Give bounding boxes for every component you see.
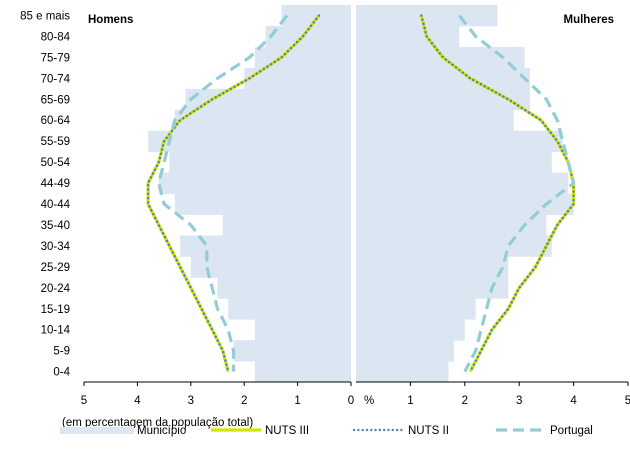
x-tick-label-left: 3: [188, 395, 194, 407]
bar-male-20-24: [217, 277, 351, 299]
bar-female-30-34: [356, 235, 552, 257]
bar-male-0-4: [254, 361, 351, 383]
bar-male-35-40: [222, 214, 351, 236]
bar-male-60-64: [174, 109, 351, 132]
lines-layer: [146, 14, 576, 373]
bar-male-30-34: [180, 235, 351, 257]
bar-male-40-44: [174, 193, 351, 215]
bar-female-44-49: [356, 172, 569, 194]
legend-label-munic-pio: Município: [137, 425, 186, 437]
bar-female-25-29: [356, 256, 509, 278]
bar-male-25-29: [190, 256, 351, 278]
category-label-20-24: 20-24: [41, 283, 71, 295]
legend-label-nuts-ii: NUTS II: [408, 425, 449, 437]
bar-female-5-9: [356, 340, 454, 362]
bar-male-85-e-mais: [281, 5, 351, 27]
legend-label-portugal: Portugal: [550, 425, 593, 437]
bar-female-35-40: [356, 214, 547, 236]
bar-male-65-69: [185, 88, 351, 111]
line-nuts-ii-female: [420, 14, 575, 373]
category-label-25-29: 25-29: [41, 262, 70, 274]
category-label-5-9: 5-9: [53, 346, 70, 358]
x-tick-label-left: 4: [134, 395, 141, 407]
bar-female-60-64: [356, 109, 514, 132]
x-tick-label-left: 2: [241, 395, 247, 407]
bar-male-5-9: [233, 340, 351, 362]
bars-layer: [148, 5, 574, 383]
bar-male-55-59: [148, 130, 351, 153]
category-label-60-64: 60-64: [41, 115, 71, 127]
axis-note: (em percentagem da população total): [62, 417, 253, 429]
bar-male-10-14: [254, 319, 351, 341]
category-label-55-59: 55-59: [41, 136, 70, 148]
category-label-10-14: 10-14: [41, 325, 71, 337]
bar-female-20-24: [356, 277, 509, 299]
x-tick-label-right: 4: [570, 395, 577, 407]
unit-label: %: [364, 395, 374, 407]
line-portugal-male: [157, 14, 289, 372]
category-label-75-79: 75-79: [41, 52, 70, 64]
category-label-70-74: 70-74: [41, 73, 71, 85]
category-label-65-69: 65-69: [41, 94, 70, 106]
category-label-50-54: 50-54: [41, 157, 71, 169]
bar-female-85-e-mais: [356, 5, 498, 27]
line-portugal-female: [458, 14, 576, 373]
x-tick-label-right: 1: [407, 395, 413, 407]
x-tick-label-right: 3: [516, 395, 522, 407]
bar-female-15-19: [356, 298, 476, 320]
bar-female-75-79: [356, 46, 525, 69]
bar-male-15-19: [228, 298, 351, 320]
bar-male-70-74: [244, 67, 351, 90]
panel-label-female: Mulheres: [564, 14, 615, 26]
x-tick-label-left: 0: [348, 395, 354, 407]
bar-female-50-54: [356, 151, 552, 173]
category-label-40-44: 40-44: [41, 199, 71, 211]
category-label-85-e-mais: 85 e mais: [20, 10, 70, 22]
legend-swatch-munic-pio: [60, 427, 134, 434]
bar-female-70-74: [356, 67, 531, 90]
bar-female-0-4: [356, 361, 449, 383]
category-label-44-49: 44-49: [41, 178, 70, 190]
legend-label-nuts-iii: NUTS III: [265, 425, 309, 437]
x-tick-label-left: 5: [81, 395, 87, 407]
bar-female-10-14: [356, 319, 465, 341]
bar-female-65-69: [356, 88, 531, 111]
x-tick-label-left: 1: [294, 395, 300, 407]
bar-female-40-44: [356, 193, 574, 215]
bar-male-44-49: [158, 172, 351, 194]
bar-female-80-84: [356, 25, 460, 48]
panel-label-male: Homens: [88, 14, 133, 26]
bar-female-55-59: [356, 130, 563, 153]
category-label-30-34: 30-34: [41, 241, 71, 253]
category-label-0-4: 0-4: [53, 367, 70, 379]
axes-layer: 5 4 3 2 1 0 1 2 3 4 5 85 e mais 80-84 75-79 70-74 65-69…: [20, 5, 630, 407]
x-tick-label-right: 2: [462, 395, 468, 407]
x-tick-label-right: 5: [625, 395, 630, 407]
bar-male-50-54: [169, 151, 351, 173]
bar-male-80-84: [265, 25, 351, 48]
bar-male-75-79: [254, 46, 351, 69]
category-label-80-84: 80-84: [41, 31, 71, 43]
category-label-15-19: 15-19: [41, 304, 70, 316]
legend: Município NUTS III NUTS II Portugal: [60, 425, 593, 437]
line-nuts-ii-male: [146, 14, 321, 373]
category-label-35-40: 35-40: [41, 220, 70, 232]
